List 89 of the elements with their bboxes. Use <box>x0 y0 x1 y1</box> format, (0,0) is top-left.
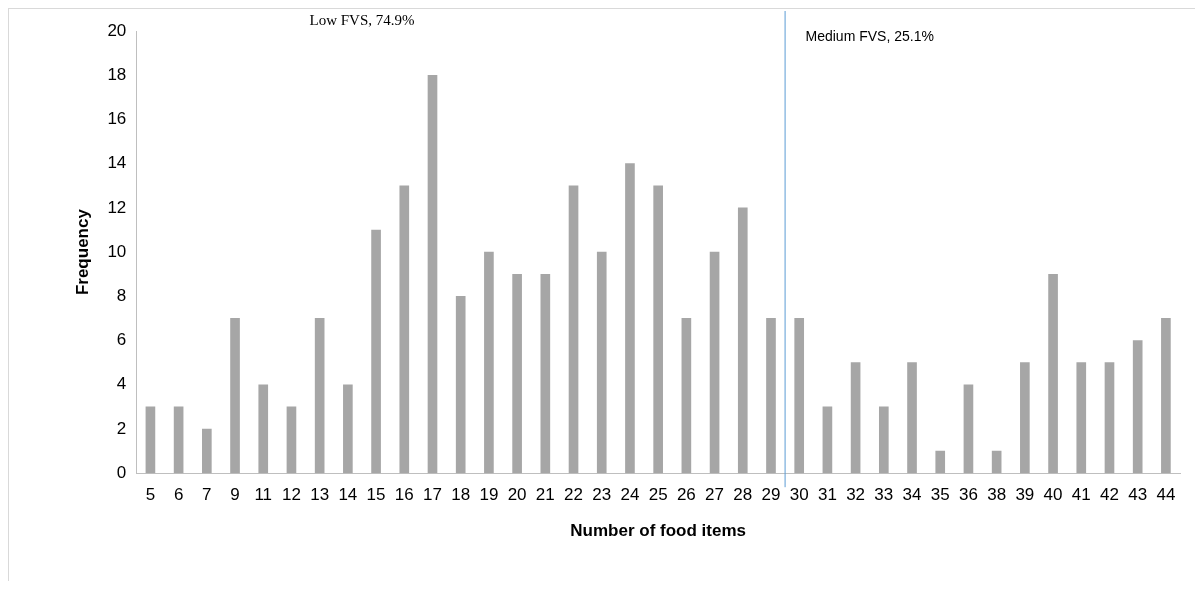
y-tick-label: 18 <box>107 64 127 84</box>
bar <box>173 406 184 474</box>
bar <box>935 450 946 474</box>
y-tick-label: 12 <box>107 197 127 217</box>
bar <box>822 406 833 474</box>
x-tick-label: 30 <box>789 485 809 505</box>
x-tick-label: 26 <box>676 485 696 505</box>
bar <box>540 273 551 474</box>
bar <box>1048 273 1058 474</box>
x-tick-label: 42 <box>1100 485 1119 505</box>
x-tick-label: 25 <box>648 485 668 505</box>
y-axis-title: Frequency <box>72 208 92 296</box>
y-tick-label: 2 <box>116 418 127 438</box>
bar <box>596 251 607 474</box>
bar <box>1132 340 1143 474</box>
x-tick-label: 11 <box>254 485 273 505</box>
x-tick-label: 15 <box>366 485 386 505</box>
x-tick-label: 33 <box>874 485 894 505</box>
x-tick-label: 7 <box>202 485 212 505</box>
y-tick-label: 14 <box>107 153 127 173</box>
x-tick-label: 41 <box>1071 485 1091 505</box>
text: Low FVS, 74.9% <box>309 11 415 28</box>
annotation: Medium FVS, 25.1% <box>805 27 934 44</box>
x-axis-title: Number of food items <box>570 521 746 541</box>
x-tick-label: 31 <box>817 485 837 505</box>
x-tick-label: 29 <box>761 485 781 505</box>
bar <box>653 185 663 474</box>
bar <box>878 406 889 474</box>
bar <box>512 273 522 474</box>
x-tick-label: 27 <box>705 485 725 505</box>
x-tick-label: 39 <box>1015 485 1035 505</box>
bar <box>850 362 861 474</box>
x-tick-label: 20 <box>507 485 527 505</box>
bar <box>455 295 466 474</box>
y-tick-label: 16 <box>107 109 127 129</box>
x-tick-label: 5 <box>145 485 156 505</box>
x-tick-label: 16 <box>394 485 414 505</box>
x-tick-label: 36 <box>958 485 978 505</box>
bar <box>737 207 748 474</box>
bar <box>1076 362 1087 474</box>
bar <box>145 406 156 474</box>
x-tick-label: 34 <box>902 485 922 505</box>
bar <box>991 450 1002 474</box>
bar <box>963 384 974 474</box>
x-tick-label: 12 <box>281 485 301 505</box>
bar <box>484 251 494 474</box>
x-tick-label: 44 <box>1156 485 1176 505</box>
x-tick-label: 13 <box>310 485 330 505</box>
bar <box>230 318 240 474</box>
bar <box>625 163 635 474</box>
x-tick-label: 43 <box>1128 485 1148 505</box>
bar <box>1104 362 1115 474</box>
x-tick-label: 18 <box>451 485 471 505</box>
bar <box>709 251 720 474</box>
x-tick-label: 35 <box>930 485 950 505</box>
bar <box>568 185 579 474</box>
y-tick-label: 6 <box>116 330 127 350</box>
bar <box>681 318 692 474</box>
bar <box>1020 362 1030 474</box>
x-tick-label: 17 <box>423 485 442 505</box>
bar <box>399 185 410 474</box>
x-tick-label: 14 <box>338 485 358 505</box>
bar <box>1161 318 1171 474</box>
x-tick-label: 6 <box>173 485 184 505</box>
bar <box>427 74 438 474</box>
bar <box>202 428 212 474</box>
y-tick-label: 20 <box>107 20 127 40</box>
bar <box>371 229 381 474</box>
x-tick-label: 23 <box>592 485 612 505</box>
bar <box>907 362 917 474</box>
bar <box>286 406 297 474</box>
x-tick-label: 22 <box>564 485 583 505</box>
bar <box>343 384 353 474</box>
x-tick-label: 9 <box>230 485 240 505</box>
y-tick-label: 0 <box>116 462 127 482</box>
bar <box>794 318 805 474</box>
bar <box>314 318 325 474</box>
y-tick-label: 4 <box>116 374 127 394</box>
x-tick-label: 21 <box>535 485 555 505</box>
bar <box>766 318 776 474</box>
x-tick-label: 24 <box>620 485 640 505</box>
y-tick-label: 10 <box>107 241 127 261</box>
bar <box>258 384 269 474</box>
y-tick-label: 8 <box>116 286 127 306</box>
x-tick-label: 38 <box>987 485 1007 505</box>
x-tick-label: 28 <box>733 485 753 505</box>
x-tick-label: 19 <box>479 485 499 505</box>
x-tick-label: 40 <box>1043 485 1063 505</box>
x-tick-label: 32 <box>846 485 866 505</box>
